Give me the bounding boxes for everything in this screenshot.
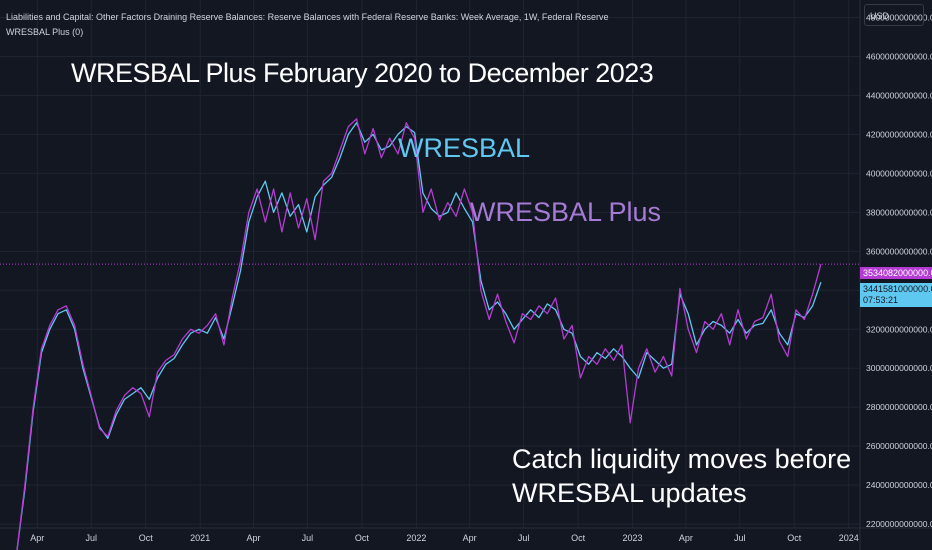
series-layer	[16, 118, 822, 550]
plus-last-value-tag: 3534082000000.0000	[860, 267, 932, 279]
grid	[0, 0, 860, 528]
currency-button[interactable]: USD	[864, 4, 924, 26]
wresbal-last-value: 3441581000000.0000	[863, 284, 932, 294]
y-tick-label: 4800000000000.0000	[866, 13, 932, 23]
indicator-title[interactable]: WRESBAL Plus (0)	[6, 27, 84, 37]
x-tick-label: Jul	[85, 533, 97, 543]
y-tick-label: 3200000000000.0000	[866, 324, 932, 334]
x-tick-label: Jul	[518, 533, 530, 543]
x-tick-label: Apr	[246, 533, 260, 543]
bar-countdown: 07:53:21	[863, 295, 899, 305]
chart-annotation-title: WRESBAL Plus February 2020 to December 2…	[71, 58, 654, 88]
tagline-line1: Catch liquidity moves before	[512, 444, 852, 474]
x-tick-label: Oct	[571, 533, 586, 543]
x-tick-label: Jul	[734, 533, 746, 543]
y-tick-label: 4400000000000.0000	[866, 90, 932, 100]
x-tick-label: Oct	[787, 533, 802, 543]
y-tick-label: 4600000000000.0000	[866, 52, 932, 62]
x-tick-label: 2023	[623, 533, 643, 543]
x-tick-label: Apr	[30, 533, 44, 543]
x-tick-label: Oct	[355, 533, 370, 543]
x-tick-label: 2021	[190, 533, 210, 543]
y-tick-label: 2200000000000.0000	[866, 519, 932, 529]
y-tick-label: 2600000000000.0000	[866, 441, 932, 451]
time-scale-labels: Apr Jul Oct 2021 Apr Jul Oct 2022 Apr Jul Oct 2023 A…	[30, 533, 858, 543]
wresbal-label: WRESBAL	[398, 133, 531, 163]
tagline-line2: WRESBAL updates	[512, 478, 747, 508]
wresbal-plus-line	[16, 118, 822, 550]
wresbal-line	[16, 122, 822, 550]
y-tick-label: 4000000000000.0000	[866, 168, 932, 178]
series-title: Liabilities and Capital: Other Factors D…	[6, 12, 609, 22]
wresbal-last-value-tag: 3441581000000.0000 07:53:21	[860, 283, 932, 307]
y-tick-label: 4200000000000.0000	[866, 129, 932, 139]
tagline: Catch liquidity moves before WRESBAL upd…	[512, 442, 851, 510]
x-tick-label: 2022	[406, 533, 426, 543]
x-tick-label: Jul	[302, 533, 314, 543]
x-tick-label: Apr	[463, 533, 477, 543]
x-tick-label: 2024	[839, 533, 859, 543]
y-tick-label: 2800000000000.0000	[866, 402, 932, 412]
wresbal-plus-label: WRESBAL Plus	[470, 197, 662, 227]
x-tick-label: Oct	[139, 533, 154, 543]
y-tick-label: 3600000000000.0000	[866, 246, 932, 256]
y-tick-label: 3000000000000.0000	[866, 363, 932, 373]
y-tick-label: 3800000000000.0000	[866, 207, 932, 217]
y-tick-label: 2400000000000.0000	[866, 480, 932, 490]
x-tick-label: Apr	[679, 533, 693, 543]
